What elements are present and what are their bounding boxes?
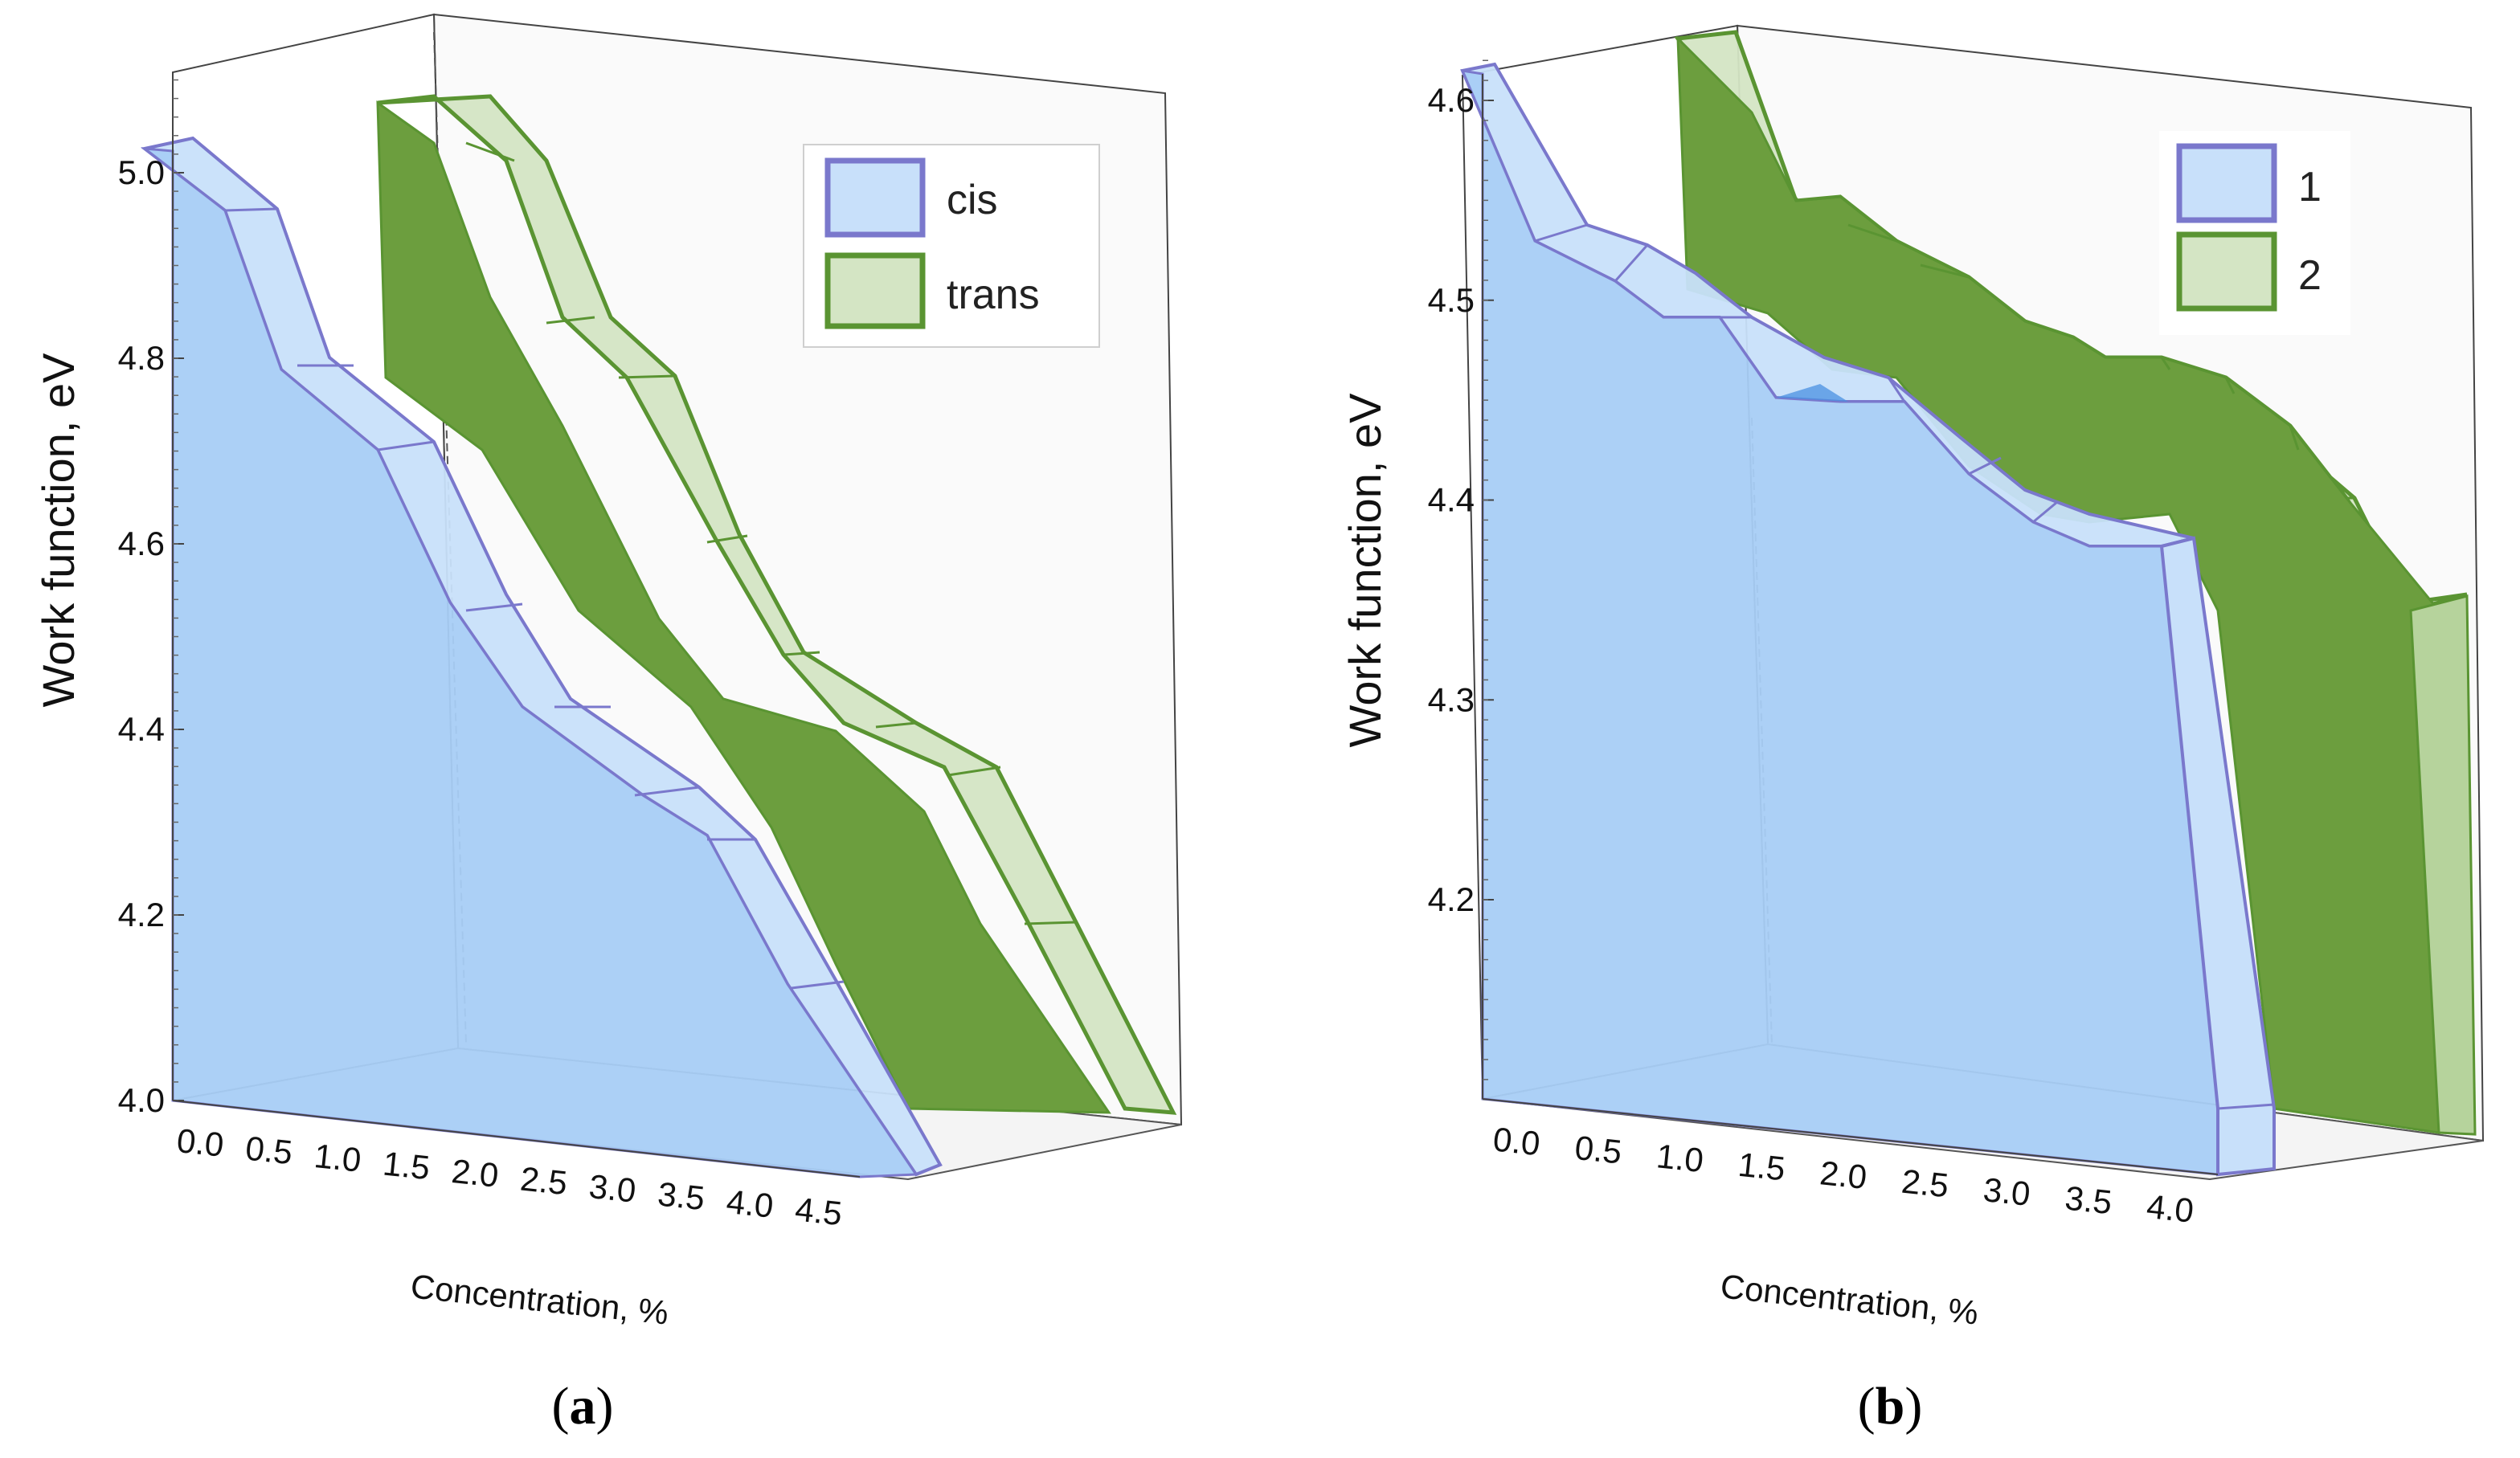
panel-a-x-ticks: 0.0 0.5 1.0 1.5 2.0 2.5 3.0 3.5 4.0 4.5 xyxy=(175,1121,844,1232)
panel-b-label-letter: b xyxy=(1876,1377,1905,1436)
panel-a-x-tick-label-7: 3.5 xyxy=(656,1174,706,1217)
panel-a-legend-label-trans: trans xyxy=(947,272,1040,318)
panel-a-trans-seg-3 xyxy=(618,374,676,379)
panel-b-label: (b) xyxy=(1858,1377,1923,1436)
panel-b-s2-seg-1 xyxy=(1795,195,1841,202)
panel-b-series-1-highlight xyxy=(1776,384,1848,402)
panel-b-s1-seg-1 xyxy=(1534,223,1588,243)
panel-a-cis-seg-4 xyxy=(465,602,523,612)
panel-a-y-tick-label-4: 4.8 xyxy=(118,339,165,377)
panel-b-x-tick-label-2: 1.0 xyxy=(1655,1137,1705,1179)
panel-b-x-tick-label-5: 2.5 xyxy=(1900,1162,1950,1205)
panel-a-x-tick-label-1: 0.5 xyxy=(243,1129,294,1171)
panel-a-legend-swatch-cis xyxy=(824,157,926,238)
panel-b-s2-seg-4 xyxy=(2160,357,2171,370)
panel-b-legend-label-1: 1 xyxy=(2298,164,2322,210)
panel-a-x-tick-label-3: 1.5 xyxy=(381,1144,432,1186)
panel-a-label: (a) xyxy=(552,1377,614,1436)
panel-a-cis-seg-8 xyxy=(791,980,845,990)
panel-a-x-tick-label-2: 1.0 xyxy=(313,1137,363,1179)
panel-a-trans-segment-lines xyxy=(465,141,1078,925)
panel-a-y-tick-label-0: 4.0 xyxy=(118,1081,165,1119)
panel-a-trans-seg-1 xyxy=(465,141,515,162)
panel-a-legend-label-cis: cis xyxy=(947,177,998,223)
panel-a-x-tick-label-4: 2.0 xyxy=(450,1152,501,1195)
panel-b-y-tick-label-2: 4.4 xyxy=(1428,481,1475,519)
panel-b-x-axis-line xyxy=(1482,1098,2219,1175)
panel-b-x-axis-title: Concentration, % xyxy=(1719,1267,1980,1331)
panel-b-s2-seg-6 xyxy=(2289,425,2300,451)
panel-a-x-tick-label-5: 2.5 xyxy=(518,1159,569,1202)
panel-b-legend-swatch-1 xyxy=(2176,143,2277,223)
panel-b-x-tick-label-4: 2.0 xyxy=(1818,1154,1869,1196)
panel-b-x-tick-label-0: 0.0 xyxy=(1491,1120,1542,1162)
panel-a-y-tick-label-5: 5.0 xyxy=(118,153,165,191)
panel-b-s1-seg-2 xyxy=(1614,244,1649,282)
panel-a-trans-seg-7 xyxy=(947,766,1001,777)
panel-a-trans-seg-5 xyxy=(783,651,820,656)
panel-a-trans-seg-2 xyxy=(546,316,595,325)
panel-b-x-tick-label-8: 4.0 xyxy=(2145,1187,2195,1230)
panel-b-x-tick-label-7: 3.5 xyxy=(2064,1178,2114,1221)
panel-a-x-axis-title: Concentration, % xyxy=(409,1267,670,1331)
panel-a-trans-front xyxy=(376,100,1111,1114)
panel-b-y-tick-label-3: 4.5 xyxy=(1428,281,1475,319)
panel-b-legend-swatch-2 xyxy=(2176,231,2277,312)
panel-a-cis-seg-6 xyxy=(634,786,700,797)
panel-b-x-ticks: 0.0 0.5 1.0 1.5 2.0 2.5 3.0 3.5 4.0 xyxy=(1491,1120,2195,1229)
panel-a-y-axis-title: Work function, eV xyxy=(33,353,84,708)
panel-a-x-tick-label-6: 3.0 xyxy=(587,1167,638,1210)
panel-a-trans-seg-8 xyxy=(1024,921,1078,925)
panel-b-s1-seg-6 xyxy=(2032,500,2058,524)
panel-a-trans-side xyxy=(377,94,1177,1115)
panel-b-y-ticks: 4.2 4.3 4.4 4.5 4.6 xyxy=(1428,81,1494,918)
panel-a-y-tick-label-3: 4.6 xyxy=(118,525,165,562)
panel-b-x-tick-label-1: 0.5 xyxy=(1573,1129,1624,1171)
panel-a-x-tick-label-9: 4.5 xyxy=(793,1190,844,1232)
panel-b-legend: 1 2 xyxy=(2159,131,2350,335)
panel-b-legend-label-2: 2 xyxy=(2298,252,2322,299)
panel-a-label-letter: a xyxy=(570,1377,596,1436)
panel-a-y-tick-label-1: 4.2 xyxy=(118,896,165,933)
panel-b-y-minor-ticks xyxy=(1483,59,1488,1101)
panel-b-y-tick-label-0: 4.2 xyxy=(1428,880,1475,918)
panel-a-cis-seg-3 xyxy=(377,440,435,451)
panel-a-chart: 4.0 4.2 4.4 4.6 4.8 5.0 Work function, eV 0.0… xyxy=(33,13,1183,1436)
panel-a-y-ticks: 4.0 4.2 4.4 4.6 4.8 5.0 xyxy=(118,153,184,1119)
panel-a-x-tick-label-0: 0.0 xyxy=(175,1121,226,1164)
panel-a-series-trans xyxy=(376,94,1177,1115)
panel-b-s2-seg-5 xyxy=(2224,377,2236,394)
panel-b-x-tick-label-3: 1.5 xyxy=(1737,1146,1787,1188)
panel-a-cis-segment-lines xyxy=(224,207,845,990)
panel-b-s1-seg-5 xyxy=(1968,456,2002,476)
panel-a-trans-seg-4 xyxy=(706,534,748,544)
panel-a-x-axis-line xyxy=(172,1100,861,1178)
panel-a-y-minor-ticks xyxy=(173,79,178,1101)
panel-b-series-2 xyxy=(1674,30,2477,1136)
panel-b-series-1-segment-lines xyxy=(1534,223,2275,1110)
panel-b-s1-seg-7 xyxy=(2217,1103,2275,1110)
panel-a-legend: cis trans xyxy=(803,144,1100,348)
panel-a-cis-seg-1 xyxy=(224,207,278,212)
panel-b-y-tick-label-4: 4.6 xyxy=(1428,81,1475,119)
panel-b-series-2-right-face xyxy=(2409,594,2477,1136)
panel-b-x-tick-label-6: 3.0 xyxy=(1982,1170,2032,1213)
panel-a-legend-swatch-trans xyxy=(824,252,926,329)
panel-b-s1-seg-4 xyxy=(1887,377,1906,402)
panel-b-series-2-segment-lines xyxy=(1795,195,2354,500)
panel-b-y-tick-label-1: 4.3 xyxy=(1428,680,1475,718)
panel-b-y-axis-title: Work function, eV xyxy=(1340,393,1390,748)
panel-b-s2-seg-3 xyxy=(1920,263,1970,279)
panel-b-chart: 4.2 4.3 4.4 4.5 4.6 Work function, eV 0.0 0.5… xyxy=(1340,24,2485,1436)
panel-a-y-tick-label-2: 4.4 xyxy=(118,710,165,748)
panel-a-trans-seg-6 xyxy=(875,721,917,729)
panel-a-x-tick-label-8: 4.0 xyxy=(725,1182,775,1225)
panel-b-s2-seg-2 xyxy=(1847,223,1897,243)
